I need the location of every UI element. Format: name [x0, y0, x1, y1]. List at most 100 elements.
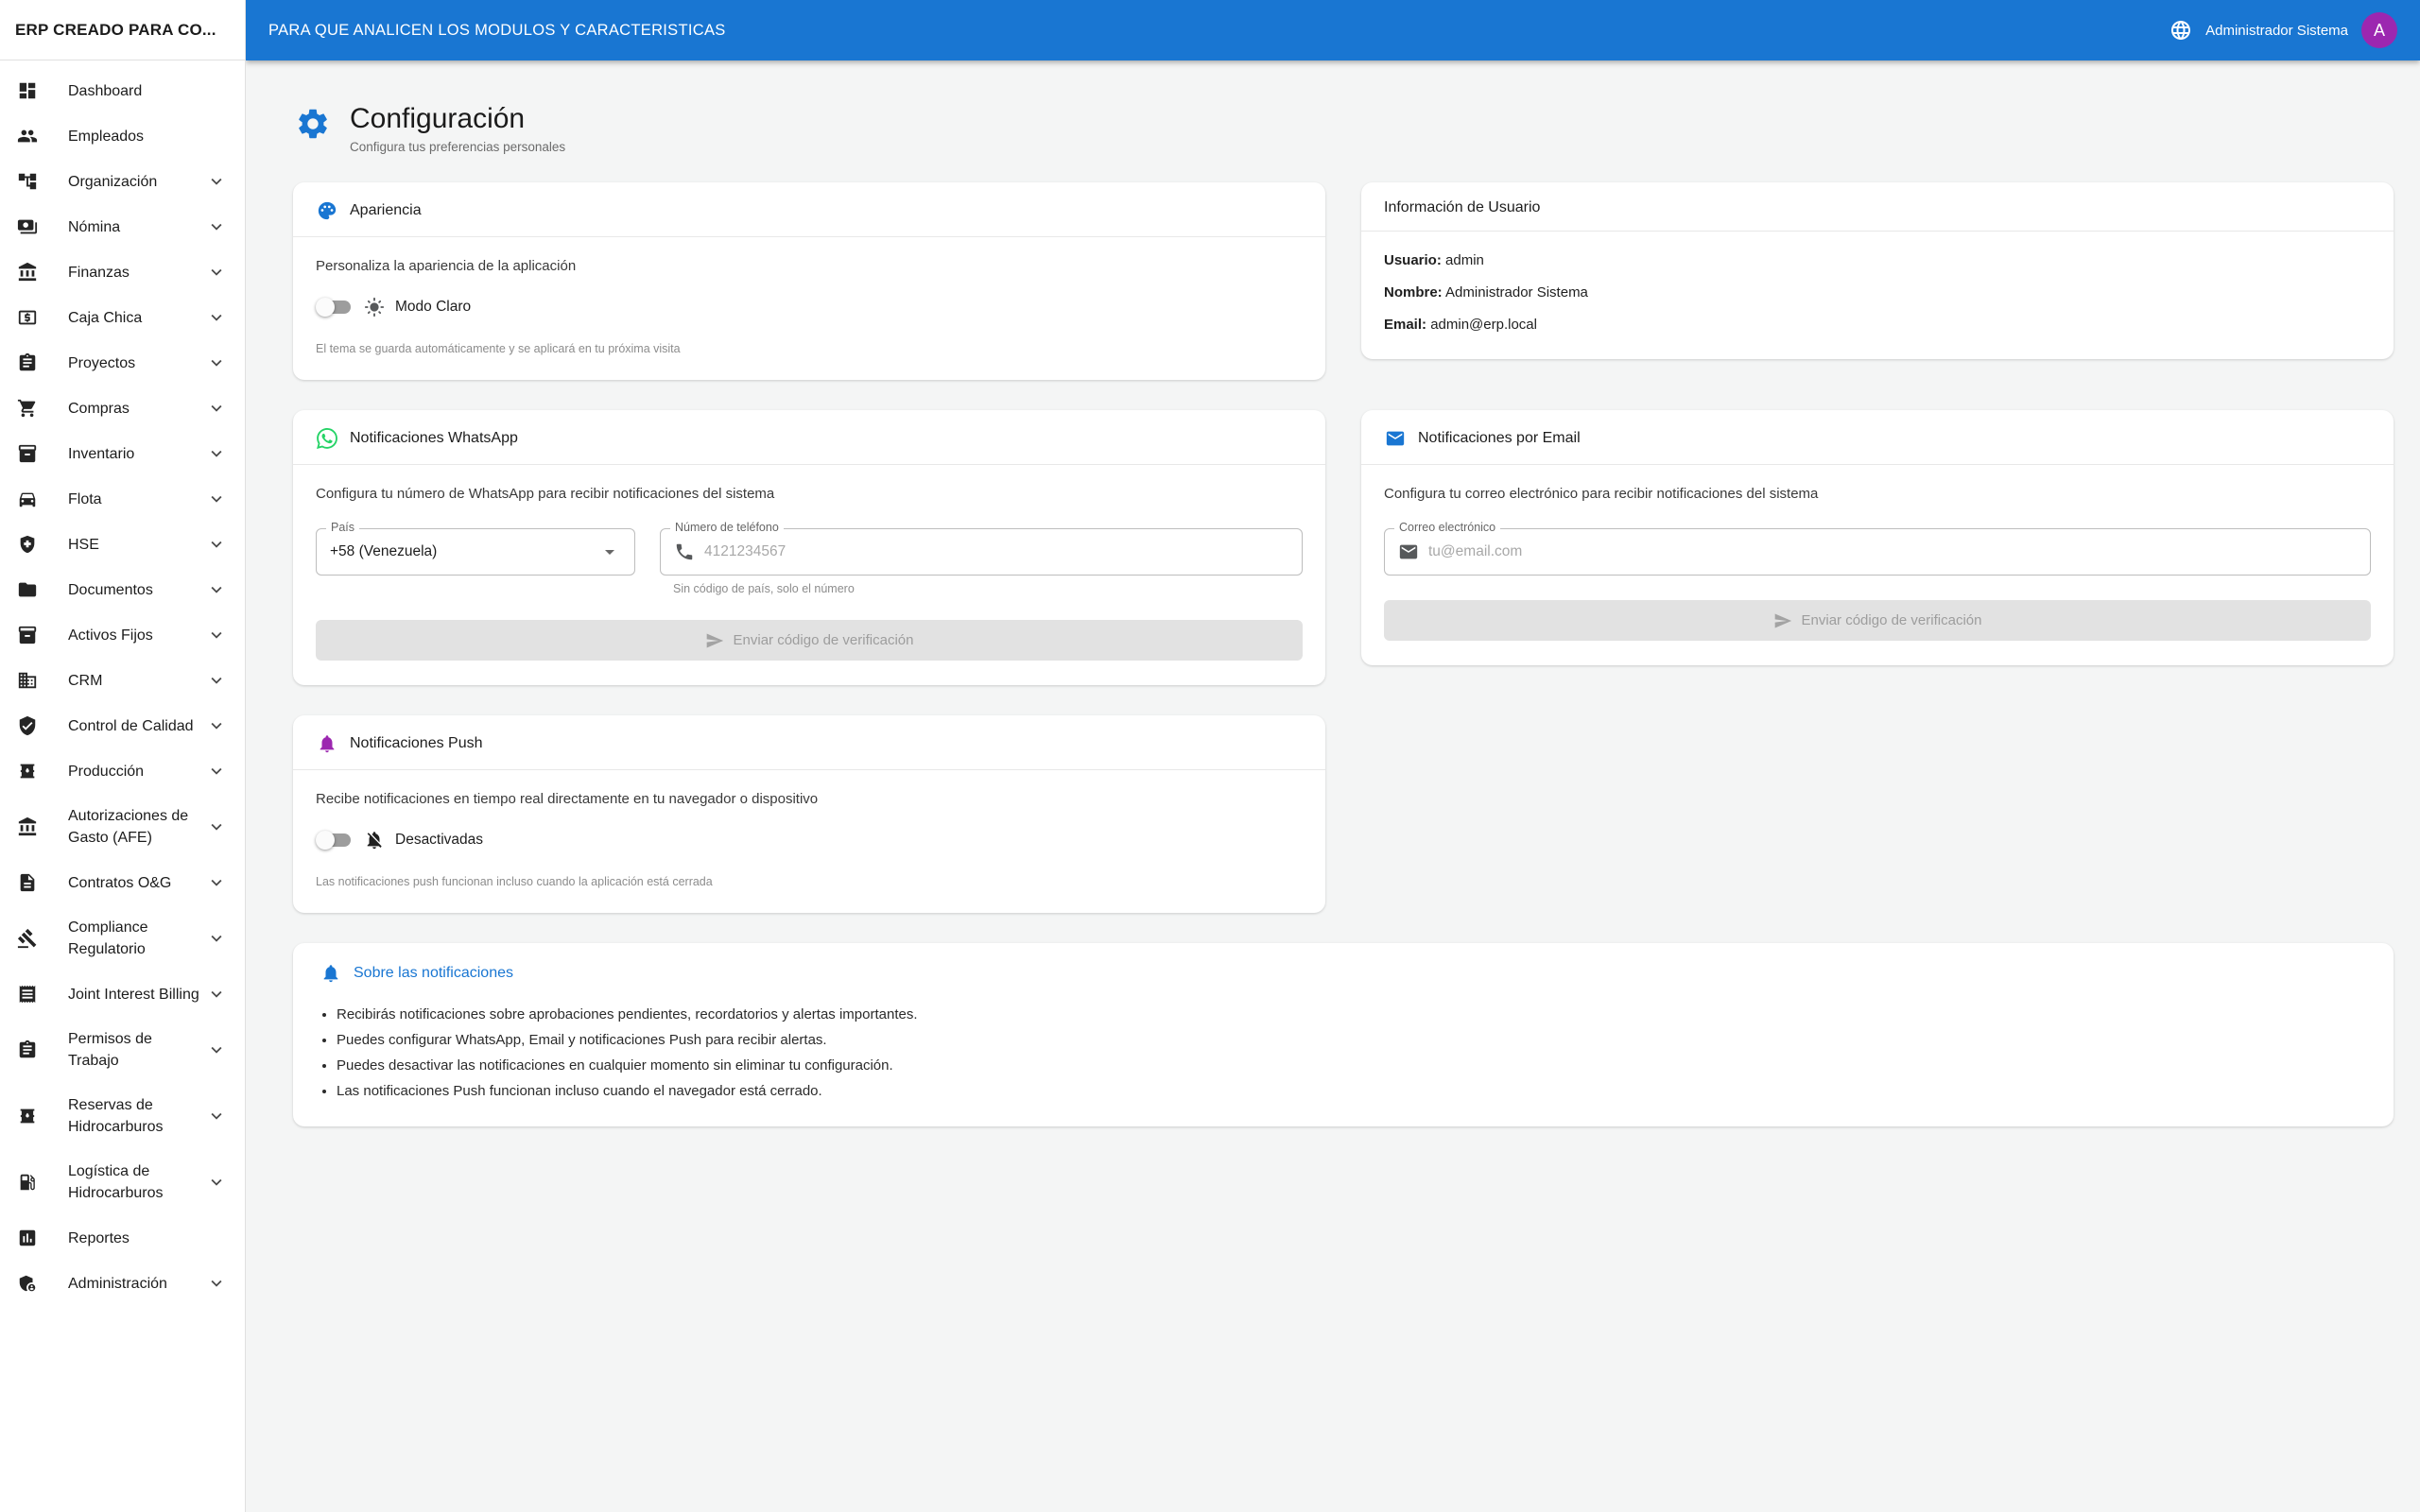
sidebar-item-flota[interactable]: Flota: [0, 476, 245, 522]
sidebar-item-reservas-de-hidrocarburos[interactable]: Reservas de Hidrocarburos: [0, 1083, 245, 1149]
app-bar-title: PARA QUE ANALICEN LOS MODULOS Y CARACTER…: [268, 21, 726, 39]
sidebar-item-crm[interactable]: CRM: [0, 658, 245, 703]
chevron-down-icon: [205, 533, 228, 556]
email-icon: [1398, 541, 1419, 562]
email-send-code-button[interactable]: Enviar código de verificación: [1384, 600, 2371, 641]
org-tree-icon: [16, 170, 39, 193]
chevron-down-icon: [205, 669, 228, 692]
push-card-title: Notificaciones Push: [350, 735, 483, 751]
divider: [293, 236, 1325, 237]
sidebar-item-produccion[interactable]: Producción: [0, 748, 245, 794]
app-bar-right: Administrador Sistema A: [2169, 12, 2397, 48]
globe-icon[interactable]: [2169, 19, 2192, 42]
sidebar-item-empleados[interactable]: Empleados: [0, 113, 245, 159]
sidebar-item-compliance-regulatorio[interactable]: Compliance Regulatorio: [0, 905, 245, 971]
sidebar-item-contratos-o-g[interactable]: Contratos O&G: [0, 860, 245, 905]
about-bullet: Puedes configurar WhatsApp, Email y noti…: [337, 1027, 2394, 1053]
email-card-header: Notificaciones por Email: [1361, 410, 2394, 464]
whatsapp-card-title: Notificaciones WhatsApp: [350, 430, 518, 446]
chevron-down-icon: [205, 624, 228, 646]
user-info-field: Usuario: admin: [1384, 252, 1484, 268]
sidebar-item-administracion[interactable]: Administración: [0, 1261, 245, 1306]
chevron-down-icon: [205, 983, 228, 1005]
appearance-description: Personaliza la apariencia de la aplicaci…: [316, 258, 577, 274]
page-subtitle: Configura tus preferencias personales: [350, 140, 566, 154]
sidebar-item-logistica-de-hidrocarburos[interactable]: Logística de Hidrocarburos: [0, 1149, 245, 1215]
light-mode-toggle[interactable]: [316, 297, 354, 318]
chevron-down-icon: [205, 927, 228, 950]
dropdown-arrow-icon: [598, 541, 621, 563]
whatsapp-send-code-button[interactable]: Enviar código de verificación: [316, 620, 1303, 661]
sun-icon: [364, 297, 385, 318]
chart-icon: [16, 1227, 39, 1249]
page-title: Configuración: [350, 103, 526, 134]
sidebar-item-reportes[interactable]: Reportes: [0, 1215, 245, 1261]
chevron-down-icon: [205, 1105, 228, 1127]
user-info-card: Información de Usuario Usuario: admin No…: [1361, 182, 2394, 359]
sidebar-item-proyectos[interactable]: Proyectos: [0, 340, 245, 386]
shield-check-icon: [16, 714, 39, 737]
phone-input[interactable]: [704, 543, 1288, 560]
sidebar-item-nomina[interactable]: Nómina: [0, 204, 245, 249]
country-select-value: +58 (Venezuela): [330, 543, 438, 559]
chevron-down-icon: [205, 1039, 228, 1061]
sidebar-item-inventario[interactable]: Inventario: [0, 431, 245, 476]
fuel-icon: [16, 1171, 39, 1194]
push-toggle-label: Desactivadas: [395, 832, 484, 848]
whatsapp-send-code-label: Enviar código de verificación: [733, 632, 914, 648]
chevron-down-icon: [205, 1171, 228, 1194]
about-bullet: Puedes desactivar las notificaciones en …: [337, 1053, 2394, 1078]
chevron-down-icon: [205, 714, 228, 737]
chevron-down-icon: [205, 816, 228, 838]
about-bullet: Las notificaciones Push funcionan inclus…: [337, 1078, 2394, 1104]
country-select[interactable]: País +58 (Venezuela): [316, 521, 635, 576]
email-icon: [1384, 427, 1407, 450]
sidebar-item-activos-fijos[interactable]: Activos Fijos: [0, 612, 245, 658]
clipboard-icon: [16, 1039, 39, 1061]
page-header: Configuración Configura tus preferencias…: [293, 102, 2394, 154]
sidebar-item-documentos[interactable]: Documentos: [0, 567, 245, 612]
chevron-down-icon: [205, 1272, 228, 1295]
gavel-icon: [16, 927, 39, 950]
sidebar-item-finanzas[interactable]: Finanzas: [0, 249, 245, 295]
bank-icon: [16, 816, 39, 838]
content-area: Configuración Configura tus preferencias…: [246, 60, 2420, 1512]
sidebar-item-compras[interactable]: Compras: [0, 386, 245, 431]
sidebar-item-caja-chica[interactable]: Caja Chica: [0, 295, 245, 340]
sidebar-item-joint-interest-billing[interactable]: Joint Interest Billing: [0, 971, 245, 1017]
car-icon: [16, 488, 39, 510]
oil-barrel-icon: [16, 1105, 39, 1127]
phone-helper-text: Sin código de país, solo el número: [673, 582, 855, 595]
user-info-card-header: Información de Usuario: [1361, 182, 2394, 231]
about-card-header: Sobre las notificaciones: [293, 943, 2394, 988]
email-description: Configura tu correo electrónico para rec…: [1384, 486, 1819, 502]
about-bullet: Recibirás notificaciones sobre aprobacio…: [337, 1002, 2394, 1027]
whatsapp-card: Notificaciones WhatsApp Configura tu núm…: [293, 410, 1325, 685]
email-card-title: Notificaciones por Email: [1418, 430, 1581, 446]
sidebar-item-permisos-de-trabajo[interactable]: Permisos de Trabajo: [0, 1017, 245, 1083]
appearance-caption: El tema se guarda automáticamente y se a…: [316, 342, 681, 355]
sidebar-item-hse[interactable]: HSE: [0, 522, 245, 567]
sidebar-item-organizacion[interactable]: Organización: [0, 159, 245, 204]
bell-off-icon: [364, 830, 385, 850]
email-input[interactable]: [1428, 543, 2357, 560]
avatar[interactable]: A: [2361, 12, 2397, 48]
user-info-card-title: Información de Usuario: [1384, 199, 1541, 215]
push-card-header: Notificaciones Push: [293, 715, 1325, 769]
email-field-label: Correo electrónico: [1394, 521, 1501, 534]
bell-icon: [320, 962, 342, 985]
chevron-down-icon: [205, 578, 228, 601]
sidebar-item-control-de-calidad[interactable]: Control de Calidad: [0, 703, 245, 748]
push-toggle[interactable]: [316, 830, 354, 850]
chevron-down-icon: [205, 871, 228, 894]
user-info-field: Nombre: Administrador Sistema: [1384, 284, 1588, 301]
sidebar-item-autorizaciones-de-gasto-afe[interactable]: Autorizaciones de Gasto (AFE): [0, 794, 245, 860]
about-bullet-list: Recibirás notificaciones sobre aprobacio…: [293, 1002, 2394, 1104]
divider: [293, 464, 1325, 465]
sidebar-header: ERP CREADO PARA CO...: [0, 0, 245, 60]
push-description: Recibe notificaciones en tiempo real dir…: [316, 791, 819, 807]
email-card: Notificaciones por Email Configura tu co…: [1361, 410, 2394, 665]
push-card: Notificaciones Push Recibe notificacione…: [293, 715, 1325, 913]
sidebar-item-dashboard[interactable]: Dashboard: [0, 68, 245, 113]
